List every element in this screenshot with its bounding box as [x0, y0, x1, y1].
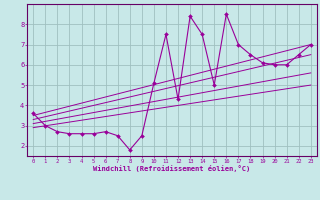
X-axis label: Windchill (Refroidissement éolien,°C): Windchill (Refroidissement éolien,°C) [93, 165, 251, 172]
